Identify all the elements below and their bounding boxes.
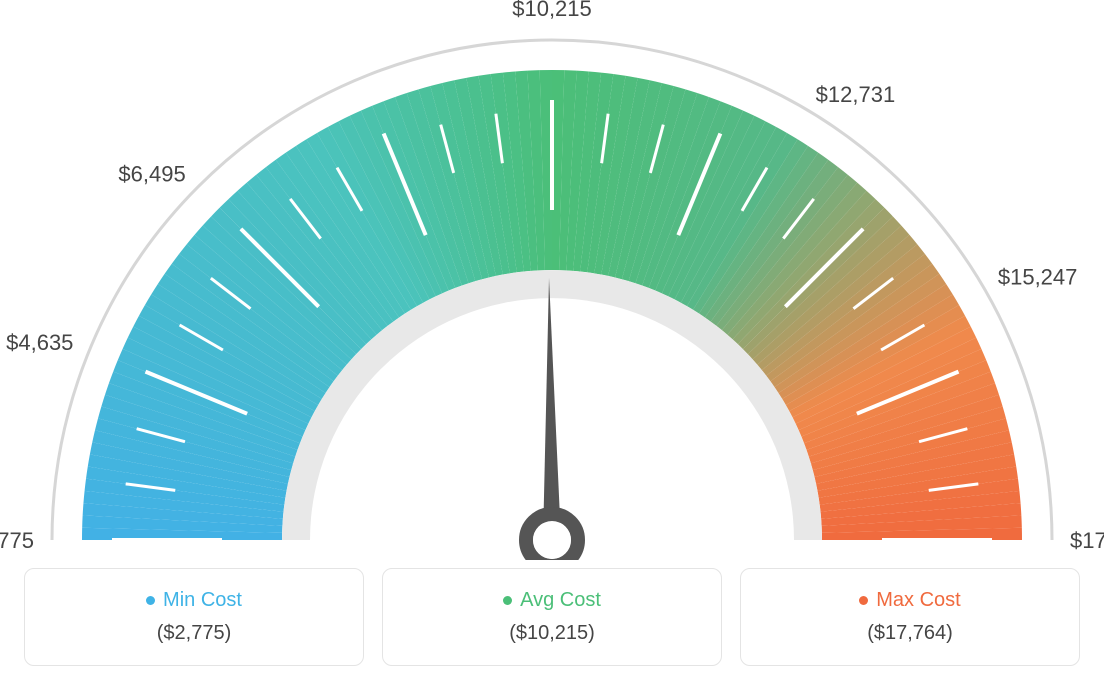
gauge-tick-label: $6,495 <box>118 162 185 187</box>
card-title: Min Cost <box>163 589 242 612</box>
card-title-row: Max Cost <box>859 589 960 612</box>
bullet-icon <box>503 596 512 605</box>
gauge-tick-label: $12,731 <box>816 82 896 107</box>
card-value: ($10,215) <box>509 622 595 645</box>
gauge-tick-label: $17,764 <box>1070 528 1104 553</box>
avg-cost-card: Avg Cost ($10,215) <box>382 568 722 666</box>
bullet-icon <box>859 596 868 605</box>
card-title: Avg Cost <box>520 589 601 612</box>
card-value: ($17,764) <box>867 622 953 645</box>
max-cost-card: Max Cost ($17,764) <box>740 568 1080 666</box>
card-value: ($2,775) <box>157 622 232 645</box>
gauge-tick-label: $15,247 <box>998 264 1078 289</box>
gauge-svg: $2,775 $4,635 $6,495 $10,215 $12,731 $15,247 $… <box>0 0 1104 560</box>
bullet-icon <box>146 596 155 605</box>
summary-cards: Min Cost ($2,775) Avg Cost ($10,215) Max… <box>24 568 1080 666</box>
gauge-tick-label: $2,775 <box>0 528 34 553</box>
gauge-tick-label: $4,635 <box>6 330 73 355</box>
min-cost-card: Min Cost ($2,775) <box>24 568 364 666</box>
card-title: Max Cost <box>876 589 960 612</box>
card-title-row: Avg Cost <box>503 589 601 612</box>
gauge-tick-label: $10,215 <box>512 0 592 21</box>
gauge-chart: $2,775 $4,635 $6,495 $10,215 $12,731 $15,247 $… <box>0 0 1104 560</box>
card-title-row: Min Cost <box>146 589 242 612</box>
